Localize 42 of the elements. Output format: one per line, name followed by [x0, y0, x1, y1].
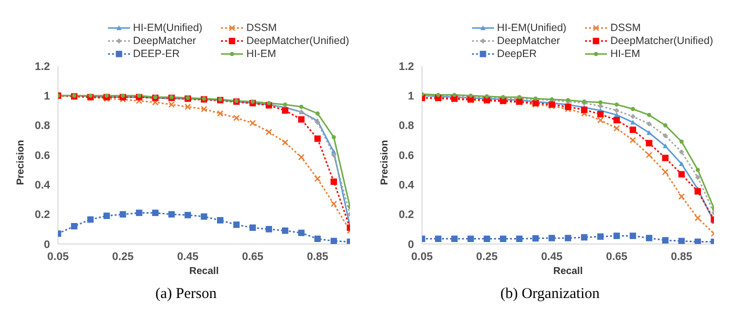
y-tick-label: 1.2 — [34, 60, 50, 73]
x-tick-label: 0.25 — [112, 250, 134, 263]
x-tick-label: 0.25 — [476, 250, 498, 263]
y-axis-title: Precision — [16, 140, 27, 185]
x-tick-label: 0.05 — [47, 250, 69, 263]
legend-label: DeepMatcher(Unified) — [246, 35, 350, 47]
y-tick-label: 0.8 — [34, 120, 50, 132]
y-tick-label: 1 — [44, 90, 50, 103]
legend-label: DSSM — [610, 22, 641, 34]
x-tick-label: 0.85 — [670, 250, 692, 263]
y-tick-label: 0.4 — [34, 180, 51, 192]
y-tick-label: 0.6 — [398, 150, 414, 162]
legend-label: HI-EM(Unified) — [133, 22, 202, 34]
y-axis-title: Precision — [380, 140, 391, 185]
text: (a) Person — [154, 286, 218, 303]
x-axis-title: Recall — [189, 266, 219, 277]
legend-label: DeepMatcher(Unified) — [610, 35, 714, 47]
y-tick-label: 0.6 — [34, 150, 50, 162]
x-tick-label: 0.65 — [606, 250, 628, 263]
y-tick-label: 0 — [408, 238, 414, 251]
y-tick-label: 0 — [44, 238, 50, 251]
x-tick-label: 0.45 — [177, 250, 198, 263]
y-tick-label: 1 — [408, 90, 414, 103]
legend-label: HI-EM — [246, 48, 276, 60]
legend-label: DeepMatcher — [133, 35, 196, 47]
legend-label: DeepMatcher — [497, 35, 560, 47]
legend-label: DeepER — [497, 48, 537, 60]
y-tick-label: 0.8 — [398, 120, 414, 132]
y-tick-label: 0.2 — [34, 209, 50, 222]
x-axis-title: Recall — [553, 266, 583, 277]
x-tick-label: 0.85 — [306, 250, 328, 263]
legend-label: DSSM — [246, 22, 277, 34]
legend-label: DEEP-ER — [133, 48, 180, 60]
x-tick-label: 0.65 — [242, 250, 264, 263]
x-tick-label: 0.45 — [541, 250, 562, 263]
x-tick-label: 0.05 — [411, 250, 433, 263]
legend-label: HI-EM(Unified) — [497, 22, 566, 34]
legend-label: HI-EM — [610, 48, 640, 60]
y-tick-label: 0.4 — [398, 180, 415, 192]
y-tick-label: 1.2 — [398, 60, 414, 73]
text: (b) Organization — [499, 286, 601, 303]
y-tick-label: 0.2 — [398, 209, 414, 222]
